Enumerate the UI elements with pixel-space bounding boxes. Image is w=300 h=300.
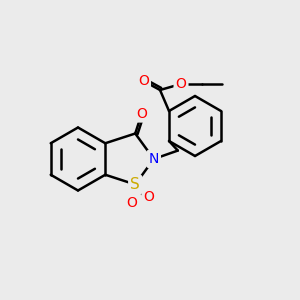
Text: O: O [176,77,187,91]
Text: O: O [138,74,149,88]
Text: O: O [143,190,154,204]
Text: O: O [136,106,147,121]
Text: S: S [130,177,140,192]
Text: O: O [126,196,137,210]
Text: N: N [148,152,159,166]
